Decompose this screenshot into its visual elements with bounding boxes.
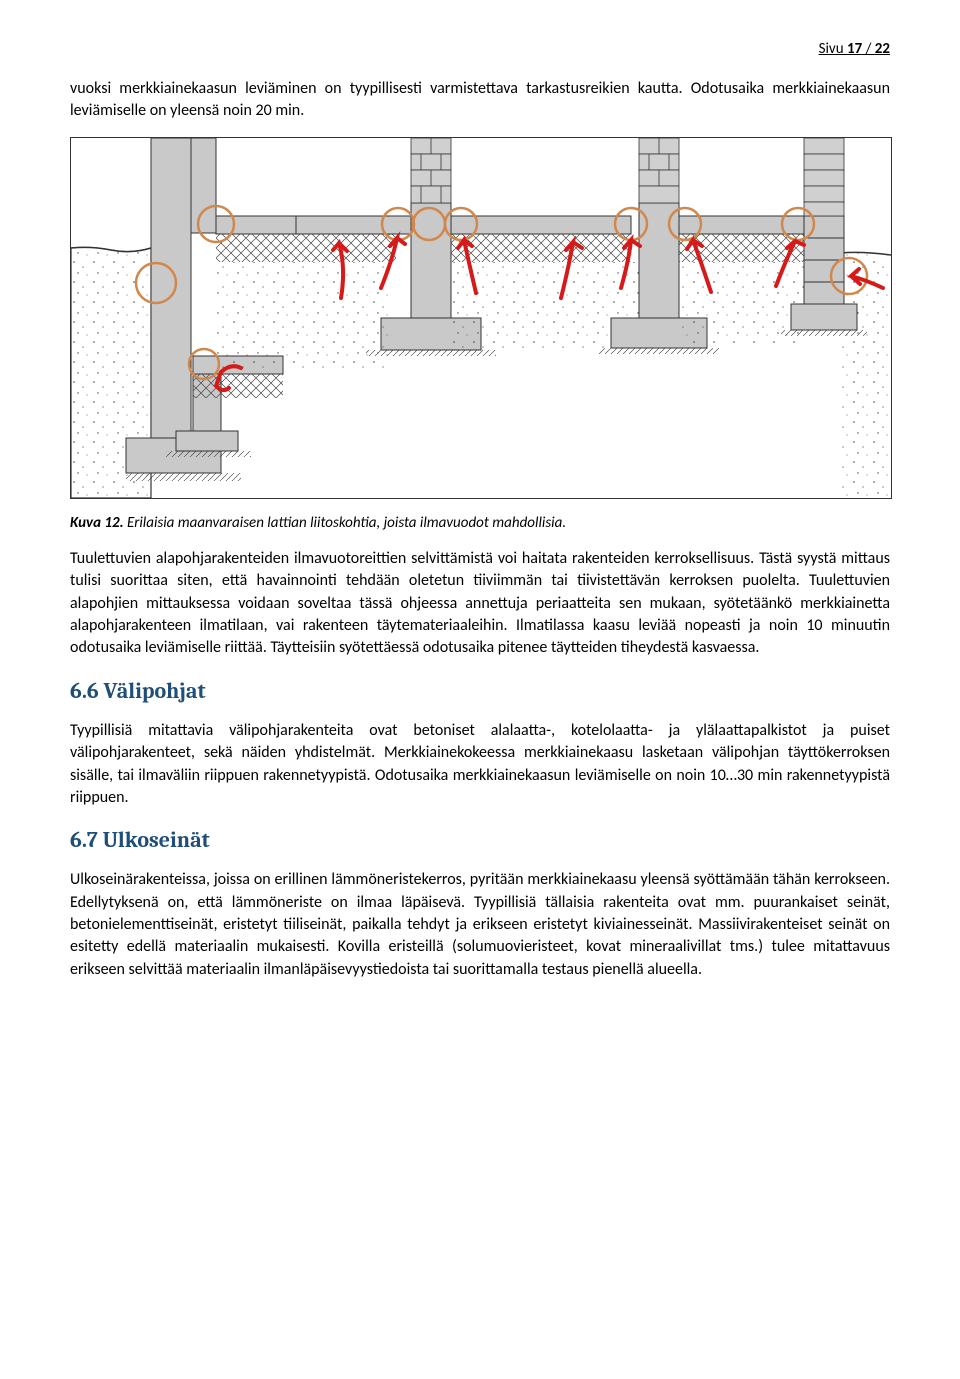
heading-6-7: 6.7 Ulkoseinät	[70, 827, 890, 853]
paragraph-body-1: Tuulettuvien alapohjarakenteiden ilmavuo…	[70, 548, 890, 660]
figure-12-caption: Kuva 12. Erilaisia maanvaraisen lattian …	[70, 514, 890, 532]
paragraph-6-6: Tyypillisiä mitattavia välipohjarakentei…	[70, 720, 890, 810]
page-number: Sivu 17 / 22	[70, 40, 890, 58]
paragraph-6-7: Ulkoseinärakenteissa, joissa on erilline…	[70, 869, 890, 981]
heading-6-6: 6.6 Välipohjat	[70, 678, 890, 704]
paragraph-intro: vuoksi merkkiainekaasun leviäminen on ty…	[70, 78, 890, 123]
figure-12-diagram	[70, 137, 892, 499]
